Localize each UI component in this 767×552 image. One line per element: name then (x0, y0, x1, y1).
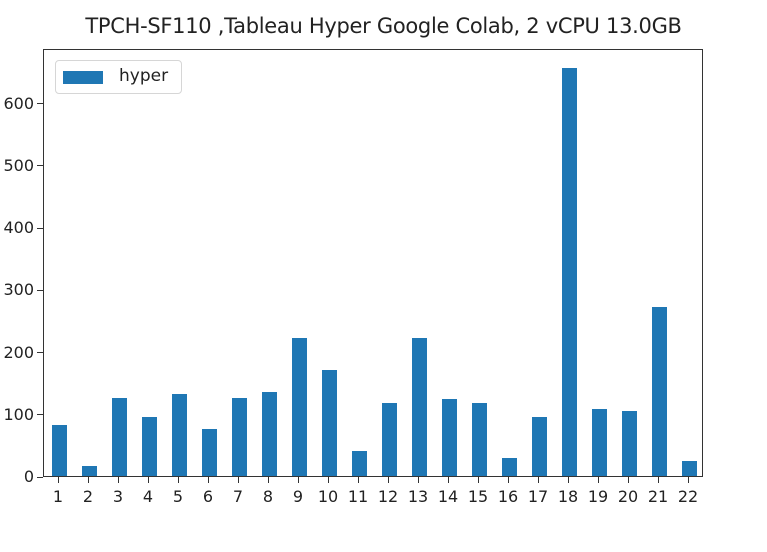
y-tick (37, 352, 43, 354)
y-tick (37, 227, 43, 229)
x-tick-label: 9 (292, 487, 304, 506)
x-tick (87, 477, 89, 483)
bar-1 (51, 425, 67, 476)
x-tick-label: 11 (347, 487, 369, 506)
chart-title: TPCH-SF110 ,Tableau Hyper Google Colab, … (85, 14, 682, 38)
bar-14 (441, 398, 457, 476)
bar-16 (501, 457, 517, 476)
x-tick-label: 13 (407, 487, 429, 506)
plot-area: hyper (43, 49, 703, 477)
bar-22 (681, 461, 697, 476)
x-tick-label: 15 (467, 487, 489, 506)
x-tick (537, 477, 539, 483)
bar-13 (411, 337, 427, 476)
y-tick (37, 289, 43, 291)
x-tick-label: 4 (142, 487, 154, 506)
bar-6 (201, 428, 217, 476)
y-tick (37, 414, 43, 416)
x-tick-label: 10 (317, 487, 339, 506)
bar-10 (321, 369, 337, 476)
x-tick (357, 477, 359, 483)
y-tick (37, 103, 43, 105)
x-tick-label: 3 (112, 487, 124, 506)
x-tick (327, 477, 329, 483)
x-tick (57, 477, 59, 483)
x-tick (567, 477, 569, 483)
bar-21 (651, 306, 667, 476)
x-tick-label: 6 (202, 487, 214, 506)
x-tick (177, 477, 179, 483)
bar-15 (471, 403, 487, 476)
x-tick (147, 477, 149, 483)
bar-4 (141, 416, 157, 476)
x-tick (417, 477, 419, 483)
x-tick-label: 1 (52, 487, 64, 506)
x-tick (657, 477, 659, 483)
bar-5 (171, 393, 187, 476)
x-tick-label: 8 (262, 487, 274, 506)
x-tick (627, 477, 629, 483)
y-tick-label: 400 (3, 218, 34, 238)
x-tick-label: 21 (647, 487, 669, 506)
bar-11 (351, 451, 367, 476)
bar-17 (531, 416, 547, 476)
legend-label-hyper: hyper (119, 66, 169, 86)
x-tick-label: 19 (587, 487, 609, 506)
x-tick (447, 477, 449, 483)
x-tick (687, 477, 689, 483)
y-tick-label: 0 (23, 467, 34, 486)
x-tick-label: 16 (497, 487, 519, 506)
x-tick-label: 14 (437, 487, 459, 506)
x-tick (387, 477, 389, 483)
x-tick-label: 7 (232, 487, 244, 506)
x-tick-label: 18 (557, 487, 579, 506)
y-tick-label: 200 (3, 342, 34, 362)
bar-19 (591, 408, 607, 476)
y-tick (37, 476, 43, 478)
y-tick (37, 165, 43, 167)
bar-2 (81, 466, 97, 476)
x-tick-label: 17 (527, 487, 549, 506)
x-tick (117, 477, 119, 483)
bar-8 (261, 392, 277, 476)
bar-3 (111, 398, 127, 476)
x-tick (507, 477, 509, 483)
bar-7 (231, 398, 247, 476)
x-tick-label: 5 (172, 487, 184, 506)
x-tick (237, 477, 239, 483)
x-tick (477, 477, 479, 483)
x-tick (297, 477, 299, 483)
bar-9 (291, 337, 307, 476)
x-tick (207, 477, 209, 483)
legend: hyper (55, 60, 182, 94)
x-tick (267, 477, 269, 483)
bar-18 (561, 67, 577, 476)
y-tick-label: 300 (3, 280, 34, 300)
legend-swatch-hyper (63, 71, 103, 84)
x-tick-label: 22 (677, 487, 699, 506)
x-tick-label: 12 (377, 487, 399, 506)
x-tick-label: 20 (617, 487, 639, 506)
bar-20 (621, 411, 637, 476)
y-tick-label: 100 (3, 404, 34, 424)
x-tick (597, 477, 599, 483)
y-tick-label: 600 (3, 93, 34, 113)
bar-12 (381, 403, 397, 476)
x-tick-label: 2 (82, 487, 94, 506)
y-tick-label: 500 (3, 155, 34, 175)
